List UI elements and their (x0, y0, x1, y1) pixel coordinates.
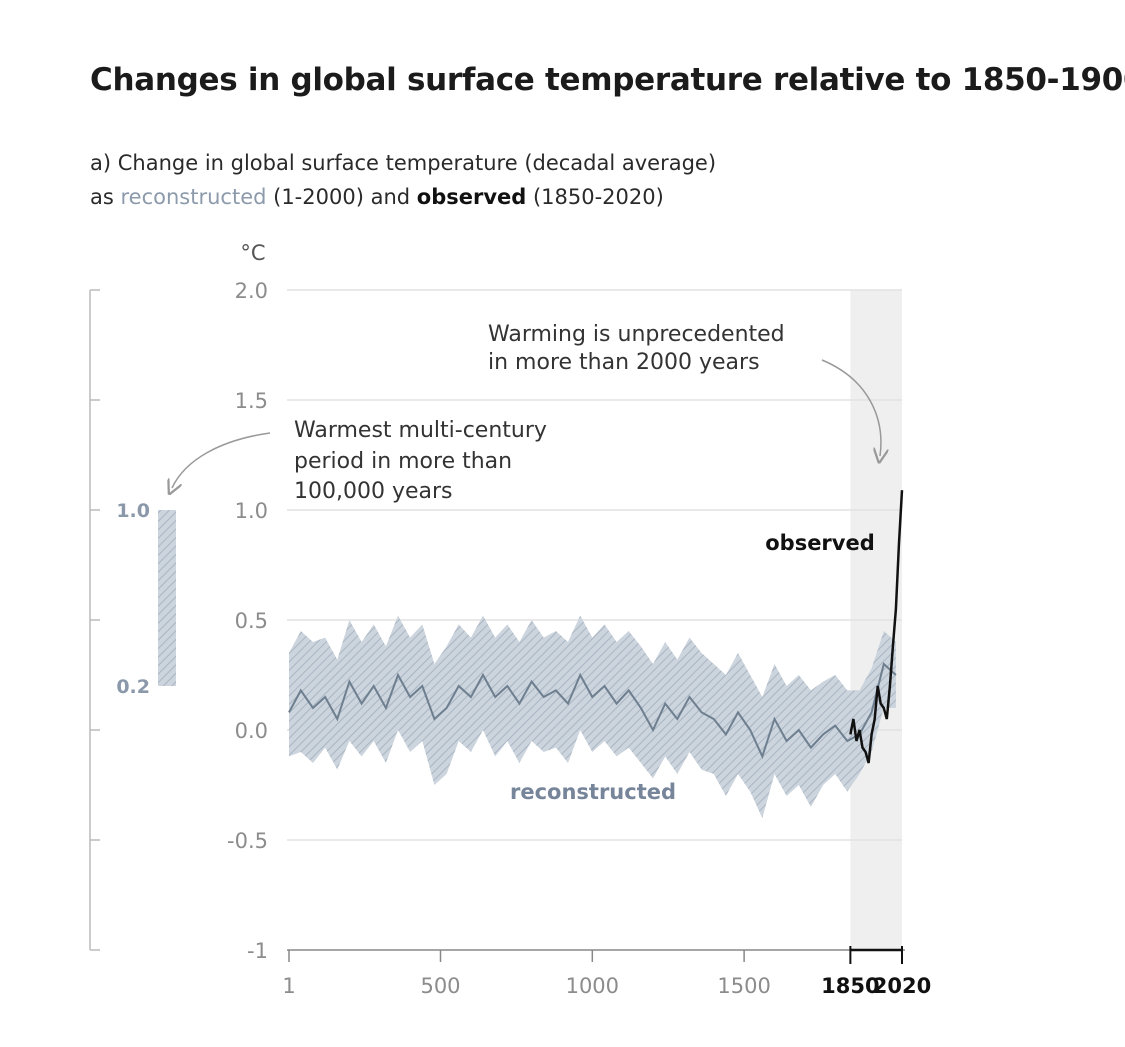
y-tick-label: 0.0 (235, 719, 268, 743)
observed-label: observed (765, 531, 875, 555)
annotation-unprecedented-arrow (821, 359, 881, 456)
reconstructed-label: reconstructed (510, 780, 676, 804)
x-tick-label: 1 (282, 974, 295, 998)
chart-subtitle: a) Change in global surface temperature … (90, 146, 716, 214)
side-scale: 1.0 0.2 (89, 289, 176, 951)
y-tick-label: 1.5 (235, 389, 268, 413)
reconstructed-line (288, 662, 897, 760)
reconstructed-uncertainty-band (289, 615, 896, 818)
y-axis-unit: °C (240, 241, 265, 265)
y-tick-label: 1.0 (235, 499, 268, 523)
subtitle-reconstructed: reconstructed (120, 185, 267, 209)
subtitle-line-1: a) Change in global surface temperature … (90, 151, 717, 175)
x-tick-label: 1000 (566, 974, 619, 998)
annotation-warmest-line1: Warmest multi-century (294, 418, 547, 443)
side-bar-lower-label: 0.2 (116, 676, 150, 698)
y-tick-label: 2.0 (235, 279, 268, 303)
annotation-unprecedented-line1: Warming is unprecedented (488, 322, 785, 347)
subtitle-line-2: as reconstructed (1-2000) and observed (… (90, 180, 716, 214)
y-axis-ticks: 2.0 1.5 1.0 0.5 0.0 -0.5 -1 (227, 279, 268, 963)
annotation-unprecedented-line2: in more than 2000 years (488, 350, 760, 375)
annotation-warmest-arrow (172, 432, 271, 488)
y-tick-label: -0.5 (227, 829, 268, 853)
subtitle-observed: observed (416, 185, 527, 209)
warmest-period-bar (158, 510, 176, 686)
chart-title: Changes in global surface temperature re… (90, 62, 1125, 98)
observed-line (849, 490, 904, 764)
side-bar-upper-label: 1.0 (116, 500, 150, 522)
x-tick-label-bold: 1850 (821, 974, 879, 998)
subtitle-reconstructed-range: (1-2000) and (266, 185, 417, 209)
x-tick-label: 500 (420, 974, 460, 998)
subtitle-observed-range: (1850-2020) (526, 185, 664, 209)
y-tick-label: -1 (247, 939, 268, 963)
subtitle-prefix: as (90, 185, 121, 209)
x-tick-label-bold: 2020 (873, 974, 931, 998)
y-tick-label: 0.5 (235, 609, 268, 633)
annotation-warmest-line3: 100,000 years (294, 479, 453, 504)
x-tick-label: 1500 (717, 974, 770, 998)
annotation-warmest-line2: period in more than (294, 449, 512, 474)
